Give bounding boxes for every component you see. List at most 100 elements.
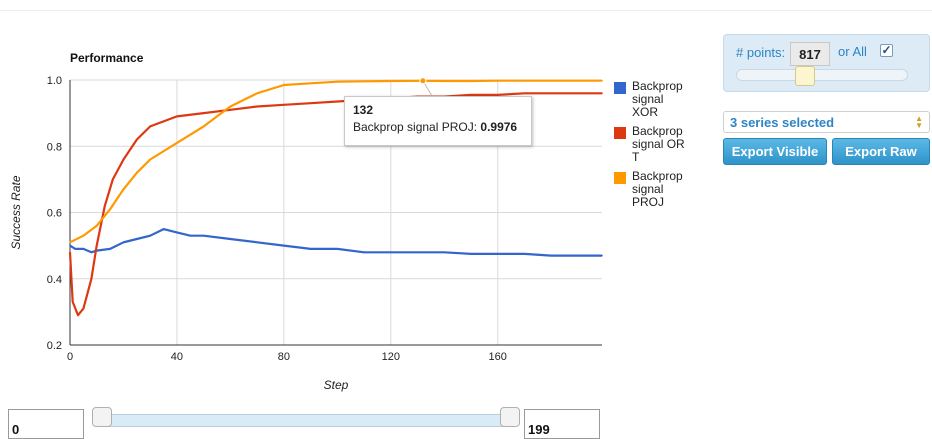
series-point-xor <box>443 251 446 254</box>
series-point-proj <box>336 80 339 83</box>
series-point-proj <box>216 115 218 118</box>
series-point-xor <box>283 244 285 247</box>
series-line-proj <box>69 79 602 244</box>
legend-label-or: Backprop signal OR T <box>632 124 685 164</box>
y-axis-label: Success Rate <box>9 175 23 249</box>
series-select-value: 3 series selected <box>730 115 835 130</box>
series-point-xor <box>122 241 125 244</box>
x-axis-label: Step <box>324 378 349 392</box>
legend-label-proj: Backprop signal PROJ <box>632 169 683 209</box>
series-point-or <box>550 92 552 95</box>
series-point-proj <box>229 105 232 108</box>
series-point-or <box>470 94 472 96</box>
chart-tooltip: 132 Backprop signal PROJ: 0.9976 <box>344 96 532 146</box>
points-label: # points: <box>736 45 786 60</box>
series-point-xor <box>74 248 77 250</box>
points-slider-handle[interactable] <box>795 66 815 86</box>
series-point-xor <box>523 253 526 255</box>
tooltip-series-label: Backprop signal PROJ: <box>353 120 481 134</box>
series-point-proj <box>496 79 499 82</box>
series-point-proj <box>390 80 392 82</box>
legend-item-or[interactable]: Backprop signal OR T <box>614 125 714 164</box>
x-tick-label: 0 <box>67 351 73 363</box>
series-point-xor <box>363 251 365 254</box>
series-point-proj <box>470 80 472 82</box>
chart-title: Performance <box>70 51 144 65</box>
series-point-xor <box>202 234 205 237</box>
series-point-xor <box>336 248 339 250</box>
series-point-or <box>90 278 93 280</box>
series-point-proj <box>136 172 138 174</box>
export-raw-button[interactable]: Export Raw <box>832 138 930 165</box>
legend-swatch-or <box>614 127 626 139</box>
legend-swatch-proj <box>614 172 626 184</box>
series-point-xor <box>390 251 392 254</box>
series-point-proj <box>95 225 98 227</box>
series-point-or <box>176 115 178 118</box>
range-handle-left[interactable] <box>92 407 112 427</box>
series-point-proj <box>256 92 258 95</box>
series-point-proj <box>69 241 71 244</box>
legend-item-xor[interactable]: Backprop signal XOR <box>614 80 714 119</box>
legend-item-proj[interactable]: Backprop signal PROJ <box>614 170 714 209</box>
series-point-or <box>256 105 258 108</box>
series-point-xor <box>109 248 111 250</box>
series-point-xor <box>229 238 232 240</box>
series-point-xor <box>69 244 71 247</box>
series-point-or <box>136 138 138 141</box>
select-arrows-icon: ▲ ▼ <box>915 114 923 130</box>
series-point-xor <box>416 251 419 254</box>
series-point-proj <box>82 234 85 237</box>
legend-swatch-xor <box>614 82 626 94</box>
legend-label-xor: Backprop signal XOR <box>632 79 683 119</box>
points-input[interactable]: 817 <box>790 42 830 66</box>
series-point-proj <box>109 208 111 210</box>
series-point-proj <box>601 79 603 82</box>
range-min-input[interactable]: 0 <box>8 409 84 439</box>
series-point-proj <box>523 79 526 82</box>
series-point-or <box>112 178 114 181</box>
all-checkbox[interactable]: ✓ <box>880 44 893 57</box>
hover-point-marker <box>419 77 427 85</box>
series-point-xor <box>136 238 138 240</box>
series-point-xor <box>470 253 472 255</box>
series-point-proj <box>122 188 125 191</box>
series-point-xor <box>309 248 312 250</box>
series-point-or <box>202 112 205 114</box>
series-point-or <box>577 92 579 95</box>
series-point-or <box>122 158 125 161</box>
series-point-or <box>601 92 603 95</box>
points-value: 817 <box>799 47 821 62</box>
series-point-or <box>309 102 312 104</box>
series-point-proj <box>243 99 245 101</box>
y-tick-label: 0.4 <box>47 274 62 286</box>
series-point-xor <box>256 241 258 244</box>
series-select[interactable]: 3 series selected ▲ ▼ <box>723 111 930 133</box>
series-point-or <box>149 125 151 128</box>
series-point-xor <box>176 231 178 234</box>
series-point-or <box>69 251 71 254</box>
or-all-label: or All <box>838 44 867 59</box>
series-point-or <box>82 307 85 310</box>
series-point-xor <box>149 234 151 237</box>
performance-chart: 0.2 0.4 0.6 0.8 1.0 0 40 80 120 160 Performance Ste… <box>9 51 603 392</box>
series-point-or <box>77 314 79 317</box>
series-point-or <box>283 104 285 106</box>
series-point-or <box>496 94 499 96</box>
series-point-xor <box>82 248 85 250</box>
tooltip-value: 0.9976 <box>480 120 518 134</box>
range-handle-right[interactable] <box>500 407 520 427</box>
range-max-input[interactable]: 199 <box>524 409 600 439</box>
x-tick-label: 160 <box>489 351 507 363</box>
series-point-or <box>71 301 74 303</box>
series-point-xor <box>189 234 192 237</box>
series-point-or <box>95 244 98 247</box>
series-point-proj <box>309 82 312 85</box>
range-slider-track[interactable] <box>100 414 512 427</box>
y-tick-label: 0.6 <box>47 208 62 220</box>
series-point-proj <box>202 125 205 128</box>
series-point-proj <box>577 79 579 82</box>
export-visible-button[interactable]: Export Visible <box>723 138 827 165</box>
points-slider-track[interactable] <box>736 69 908 81</box>
x-tick-label: 120 <box>382 351 400 363</box>
